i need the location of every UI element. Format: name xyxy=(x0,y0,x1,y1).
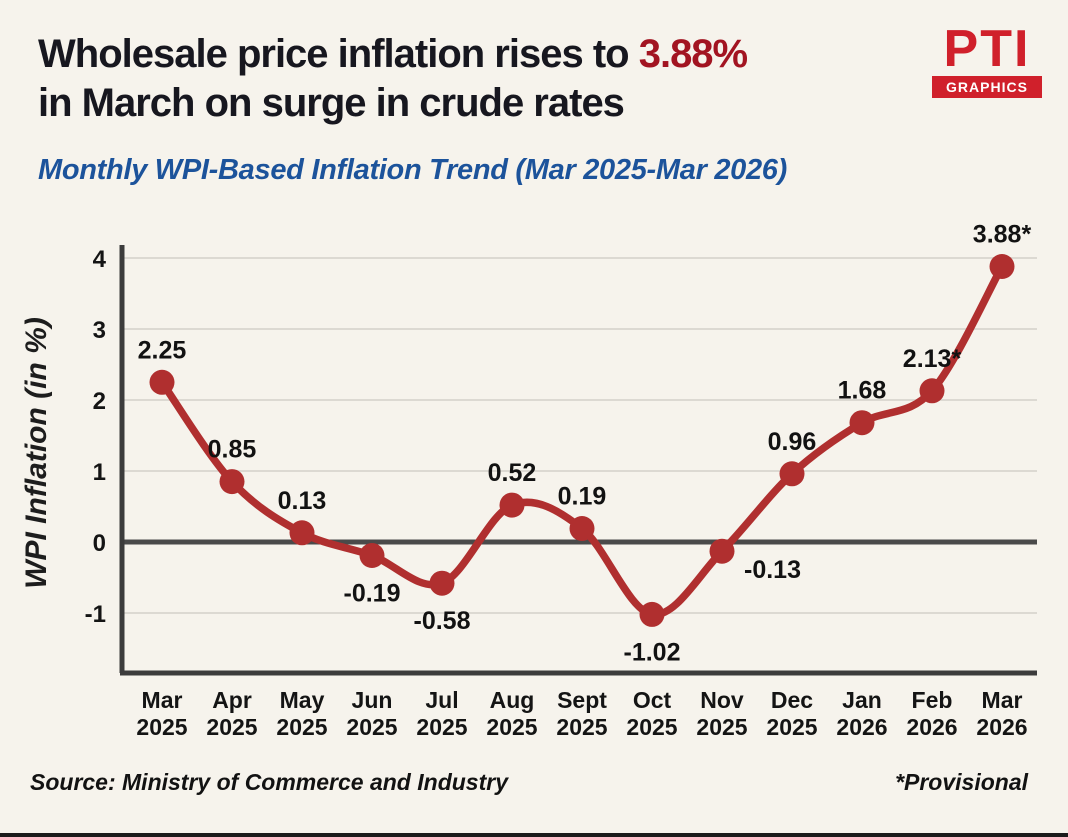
pti-logo-text: PTI xyxy=(943,20,1031,78)
source-note: Source: Ministry of Commerce and Industr… xyxy=(30,768,508,795)
data-point xyxy=(149,369,175,395)
point-label: -0.19 xyxy=(344,579,401,607)
bottom-rule xyxy=(0,833,1068,837)
title-text: Wholesale price inflation rises to xyxy=(38,32,639,76)
point-label: -0.58 xyxy=(414,607,471,635)
y-tick-label: 4 xyxy=(93,246,107,273)
header: Wholesale price inflation rises to 3.88%… xyxy=(0,0,1068,187)
data-point xyxy=(569,515,595,541)
x-tick-label: Sept 2025 xyxy=(556,687,607,740)
data-point xyxy=(359,542,385,568)
provisional-note: *Provisional xyxy=(895,768,1028,795)
y-axis-title: WPI Inflation (in %) xyxy=(20,317,53,589)
x-tick-label: Feb 2026 xyxy=(906,687,957,740)
x-tick-label: Oct 2025 xyxy=(626,687,677,740)
page-title: Wholesale price inflation rises to 3.88%… xyxy=(38,30,1028,128)
y-tick-label: -1 xyxy=(85,601,106,628)
data-point xyxy=(779,460,805,486)
title-highlight: 3.88% xyxy=(638,32,748,76)
chart-subtitle: Monthly WPI-Based Inflation Trend (Mar 2… xyxy=(38,153,787,186)
x-tick-label: Aug 2025 xyxy=(486,687,537,740)
point-label: 2.25 xyxy=(138,336,187,364)
x-tick-label: Nov 2025 xyxy=(696,687,747,740)
x-tick-label: Apr 2025 xyxy=(206,687,257,740)
point-label: 0.13 xyxy=(278,486,327,514)
x-tick-label: Jun 2025 xyxy=(346,687,397,740)
data-point xyxy=(639,601,665,627)
point-label: -1.02 xyxy=(624,638,681,666)
y-tick-label: 0 xyxy=(93,530,106,557)
data-point xyxy=(219,468,245,494)
data-point xyxy=(849,409,875,435)
point-label: -0.13 xyxy=(744,556,801,584)
point-label: 0.96 xyxy=(768,427,817,455)
point-label: 0.52 xyxy=(488,459,537,487)
footer: Source: Ministry of Commerce and Industr… xyxy=(0,753,1068,796)
x-tick-label: Mar 2025 xyxy=(136,687,187,740)
series-line xyxy=(158,262,1006,618)
x-tick-label: Dec 2025 xyxy=(766,687,817,740)
y-tick-label: 3 xyxy=(93,317,106,344)
title-line2: in March on surge in crude rates xyxy=(38,80,625,125)
data-point xyxy=(289,519,315,545)
x-tick-label: Jan 2026 xyxy=(836,687,887,740)
point-label: 1.68 xyxy=(838,376,887,404)
point-label: 0.19 xyxy=(558,482,607,510)
x-tick-label: May 2025 xyxy=(276,687,327,740)
y-tick-label: 1 xyxy=(93,459,106,486)
data-point xyxy=(499,492,525,518)
chart-area: 4 3 2 1 0 -1 WPI Inflation (in %) Mar 2025 Apr 202… xyxy=(0,203,1068,753)
point-label: 0.85 xyxy=(208,435,257,463)
pti-graphics-badge: GRAPHICS xyxy=(932,75,1042,98)
y-tick-label: 2 xyxy=(93,388,106,415)
pti-logo: PTI GRAPHICS xyxy=(932,20,1042,98)
wpi-line-chart: 4 3 2 1 0 -1 WPI Inflation (in %) Mar 2025 Apr 202… xyxy=(20,220,1037,740)
data-point xyxy=(989,253,1015,279)
point-label: 2.13* xyxy=(903,344,962,372)
x-tick-label: Mar 2026 xyxy=(976,687,1027,740)
data-point xyxy=(919,377,945,403)
data-point xyxy=(429,570,455,596)
x-tick-label: Jul 2025 xyxy=(416,687,467,740)
point-label: 3.88* xyxy=(973,220,1032,248)
data-point xyxy=(709,538,735,564)
